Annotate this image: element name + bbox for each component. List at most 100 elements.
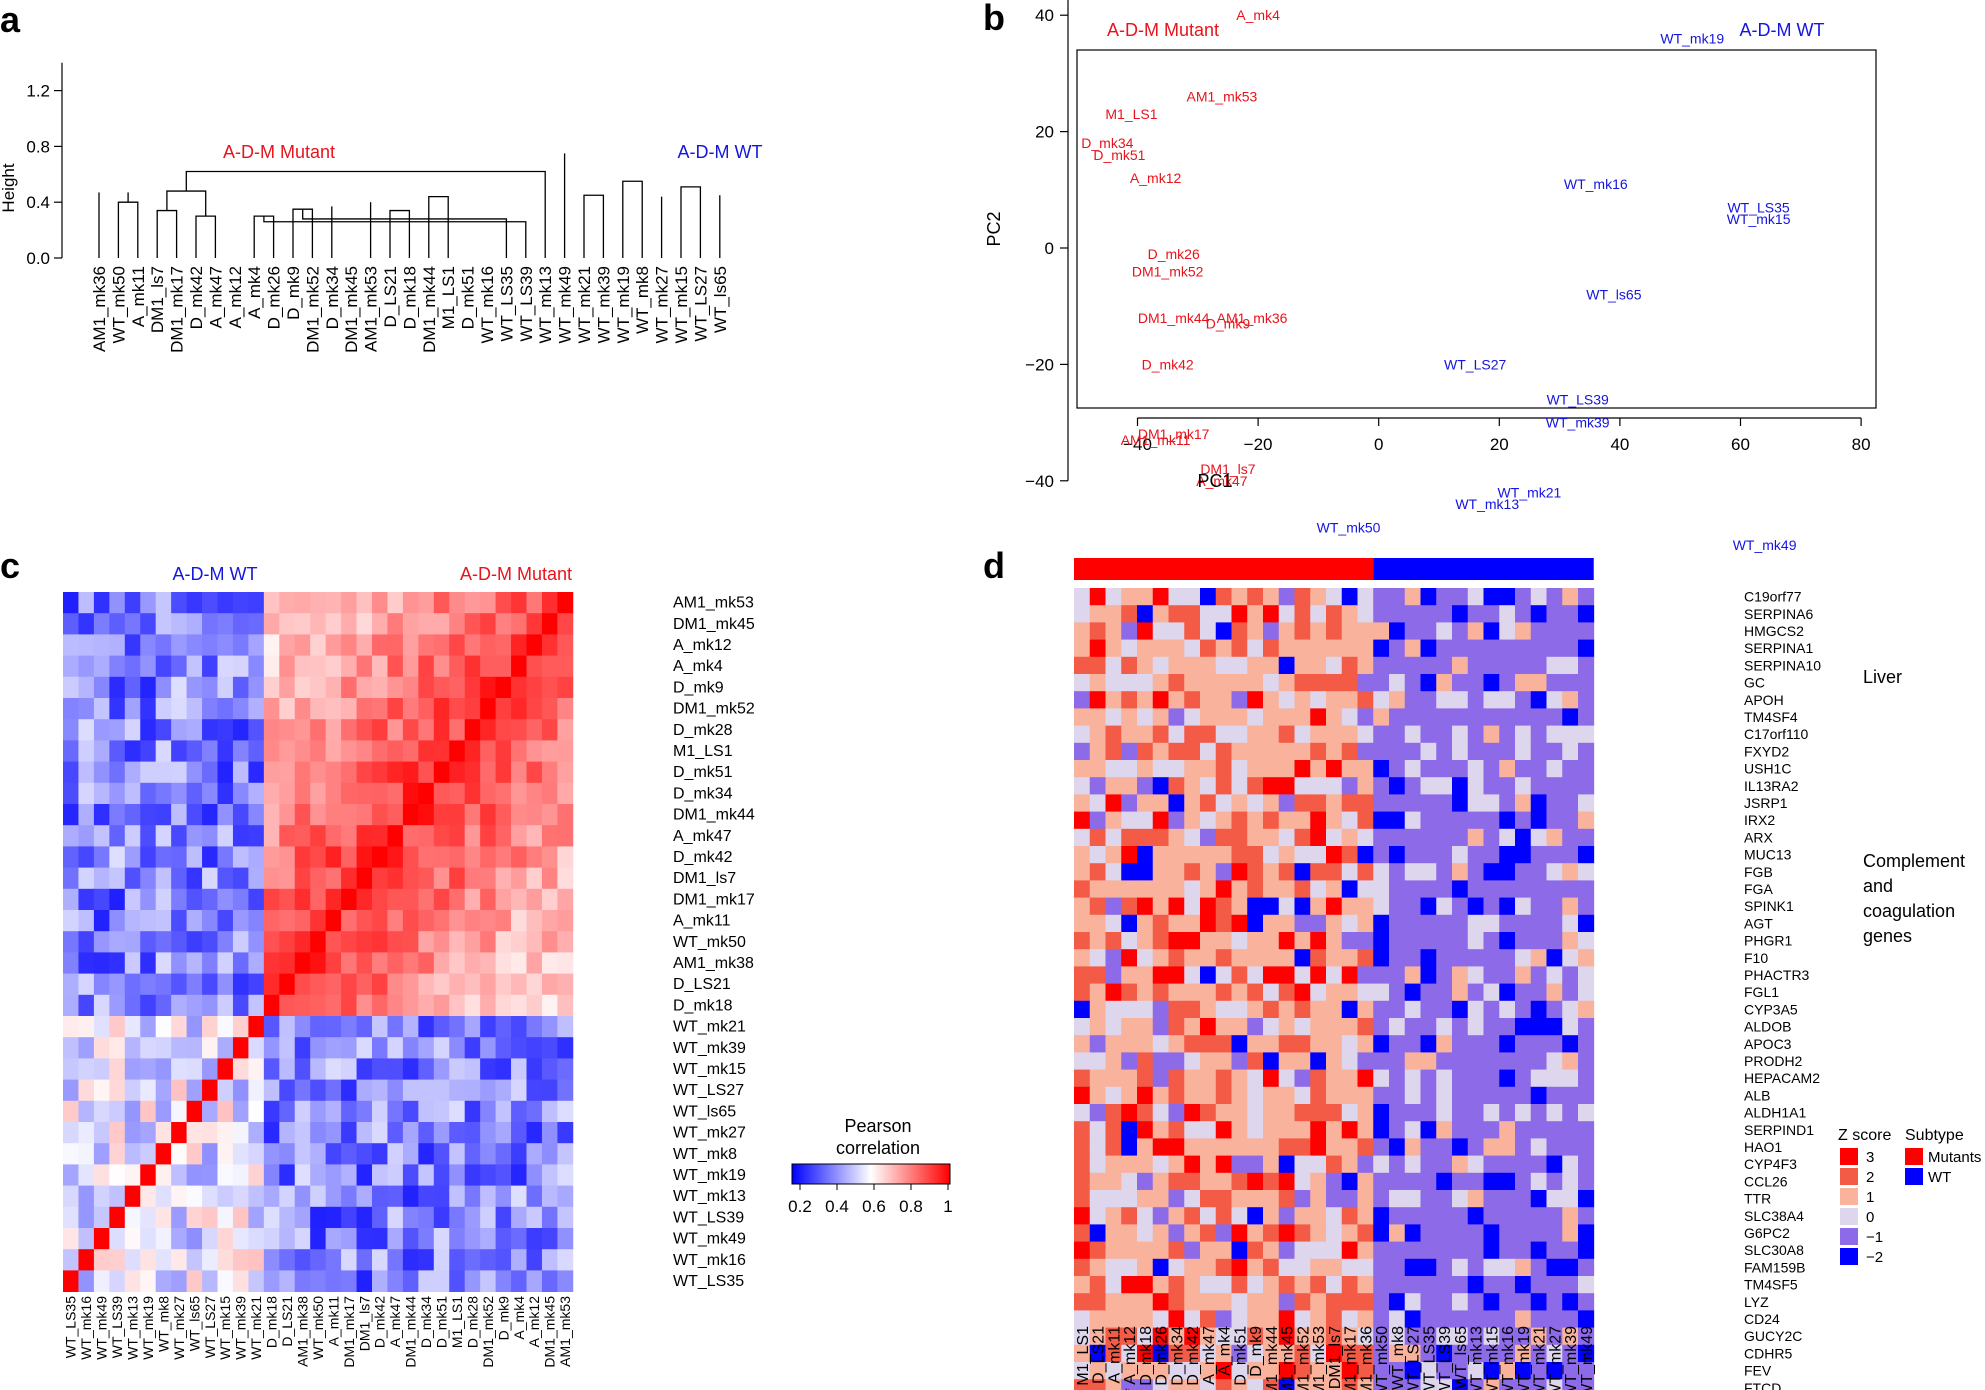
correlation-cell: [557, 761, 574, 784]
expression-cell: [1152, 639, 1169, 658]
correlation-cell: [464, 592, 481, 614]
expression-cell: [1562, 949, 1579, 967]
correlation-cell: [402, 1100, 419, 1123]
correlation-cell: [418, 1249, 435, 1271]
correlation-cell: [433, 698, 450, 720]
correlation-cell: [480, 910, 496, 932]
correlation-legend-title: Pearson correlation: [836, 1116, 920, 1158]
expression-cell: [1200, 1258, 1217, 1277]
correlation-cell: [449, 1122, 466, 1144]
expression-cell: [1326, 880, 1343, 898]
correlation-cell: [155, 740, 172, 762]
expression-cell: [1310, 983, 1327, 1002]
correlation-cell: [557, 1037, 574, 1059]
expression-cell: [1105, 949, 1122, 967]
correlation-col-label: DM1_mk52: [480, 1296, 496, 1368]
expression-cell: [1499, 777, 1516, 795]
correlation-cell: [78, 910, 95, 932]
expression-cell: [1247, 1018, 1264, 1036]
expression-cell: [1546, 691, 1563, 709]
dendrogram-leaf-label: DM1_mk17: [168, 266, 187, 353]
correlation-cell: [140, 1249, 157, 1271]
correlation-cell: [310, 1122, 327, 1144]
expression-cell: [1215, 656, 1232, 675]
expression-cell: [1357, 897, 1374, 916]
correlation-cell: [279, 1079, 296, 1102]
correlation-cell: [418, 1122, 435, 1144]
correlation-row-label: DM1_ls7: [673, 870, 736, 887]
expression-cell: [1247, 846, 1264, 864]
expression-cell: [1530, 588, 1547, 606]
expression-cell: [1074, 1000, 1091, 1019]
correlation-cell: [310, 613, 327, 635]
expression-cell: [1420, 863, 1437, 881]
expression-cell: [1326, 622, 1343, 640]
zscore-label: −2: [1866, 1249, 1883, 1266]
expression-cell: [1200, 880, 1217, 898]
expression-cell: [1420, 588, 1437, 606]
correlation-cell: [356, 846, 373, 868]
expression-cell: [1247, 742, 1264, 761]
expression-cell: [1105, 983, 1122, 1002]
correlation-cell: [310, 846, 327, 868]
expression-cell: [1074, 1379, 1091, 1390]
expression-cell: [1089, 1138, 1106, 1156]
expression-cell: [1074, 1327, 1091, 1346]
correlation-cell: [248, 973, 265, 996]
scatter-ylabel: PC2: [984, 211, 1004, 246]
correlation-cell: [526, 825, 543, 847]
expression-cell: [1184, 1086, 1201, 1105]
expression-cell: [1121, 949, 1138, 967]
correlation-cell: [294, 1270, 311, 1292]
correlation-cell: [480, 782, 496, 805]
expression-cell: [1389, 828, 1406, 847]
expression-cell: [1389, 1241, 1406, 1260]
expression-cell: [1074, 1190, 1091, 1208]
correlation-cell: [93, 994, 110, 1017]
correlation-cell: [480, 1037, 496, 1059]
expression-cell: [1184, 1224, 1201, 1242]
expression-cell: [1137, 846, 1154, 864]
correlation-cell: [63, 952, 79, 974]
gene-label: JSRP1: [1744, 795, 1788, 811]
expression-cell: [1152, 880, 1169, 898]
correlation-cell: [325, 1058, 342, 1080]
expression-cell: [1420, 656, 1437, 675]
correlation-cell: [402, 1122, 419, 1144]
correlation-row-label: WT_mk15: [673, 1061, 746, 1078]
correlation-col-label: WT_LS39: [109, 1296, 125, 1358]
dendrogram-branch: [253, 215, 275, 258]
correlation-cell: [387, 719, 404, 741]
expression-cell: [1373, 760, 1390, 778]
expression-cell: [1546, 880, 1563, 898]
expression-cell: [1074, 1241, 1091, 1260]
expression-cell: [1562, 1190, 1579, 1208]
expression-cell: [1231, 983, 1248, 1002]
correlation-cell: [557, 910, 574, 932]
correlation-cell: [232, 1206, 249, 1229]
expression-cell: [1467, 949, 1484, 967]
correlation-cell: [263, 846, 280, 868]
correlation-cell: [171, 1037, 187, 1059]
expression-cell: [1373, 794, 1390, 812]
expression-cell: [1341, 914, 1358, 933]
correlation-cell: [526, 888, 543, 911]
expression-cell: [1404, 1104, 1421, 1122]
expression-cell: [1263, 846, 1280, 864]
correlation-cell: [263, 888, 280, 911]
expression-cell: [1452, 1018, 1469, 1036]
correlation-cell: [186, 1270, 203, 1292]
expression-cell: [1184, 622, 1201, 640]
expression-cell: [1294, 914, 1311, 933]
expression-cell: [1373, 674, 1390, 692]
expression-cell: [1578, 1121, 1595, 1139]
expression-cell: [1373, 1241, 1390, 1260]
expression-cell: [1578, 828, 1595, 847]
expression-cell: [1389, 880, 1406, 898]
correlation-cell: [387, 1164, 404, 1186]
expression-cell: [1247, 1190, 1264, 1208]
expression-cell: [1515, 1276, 1532, 1294]
correlation-cell: [480, 931, 496, 953]
expression-cell: [1200, 897, 1217, 916]
correlation-cell: [248, 782, 265, 805]
